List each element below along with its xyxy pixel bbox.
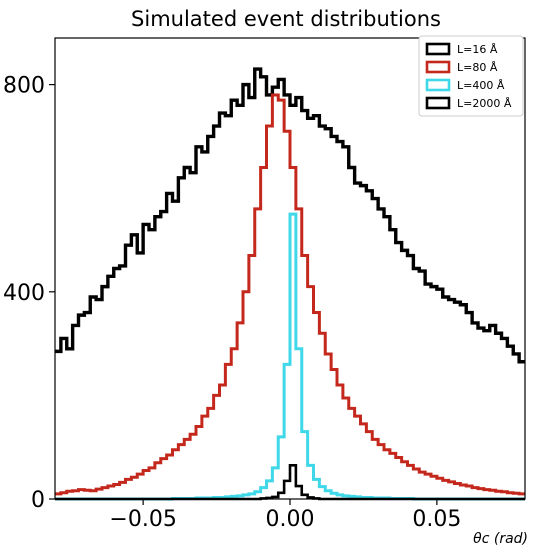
y-tick-label: 400: [3, 281, 45, 306]
legend-swatch: [425, 78, 451, 92]
legend-label: L=400 Å: [457, 79, 505, 92]
series-line-1: [55, 67, 525, 364]
x-tick-label: 0.00: [266, 507, 315, 532]
x-tick-label: −0.05: [109, 507, 176, 532]
x-axis-label-text: θc (rad): [473, 531, 528, 547]
series-layer: [55, 67, 525, 501]
legend: L=16 Å L=80 Å L=400 Å L=2000 Å: [418, 35, 524, 117]
series-line-2: [55, 93, 525, 496]
legend-label: L=2000 Å: [457, 97, 512, 110]
legend-swatch: [425, 60, 451, 74]
x-tick-label: 0.05: [412, 507, 461, 532]
legend-label: L=16 Å: [457, 43, 498, 56]
x-axis-label: θc (rad): [473, 531, 528, 547]
legend-swatch: [425, 42, 451, 56]
legend-swatch: [425, 96, 451, 110]
chart-title: Simulated event distributions: [131, 7, 441, 31]
ticks-layer: −0.05 0.00 0.05 0 400 800: [3, 74, 461, 532]
y-tick-label: 800: [3, 74, 45, 99]
legend-label: L=80 Å: [457, 61, 498, 74]
legend-box: [418, 35, 524, 117]
y-tick-label: 0: [31, 488, 45, 513]
